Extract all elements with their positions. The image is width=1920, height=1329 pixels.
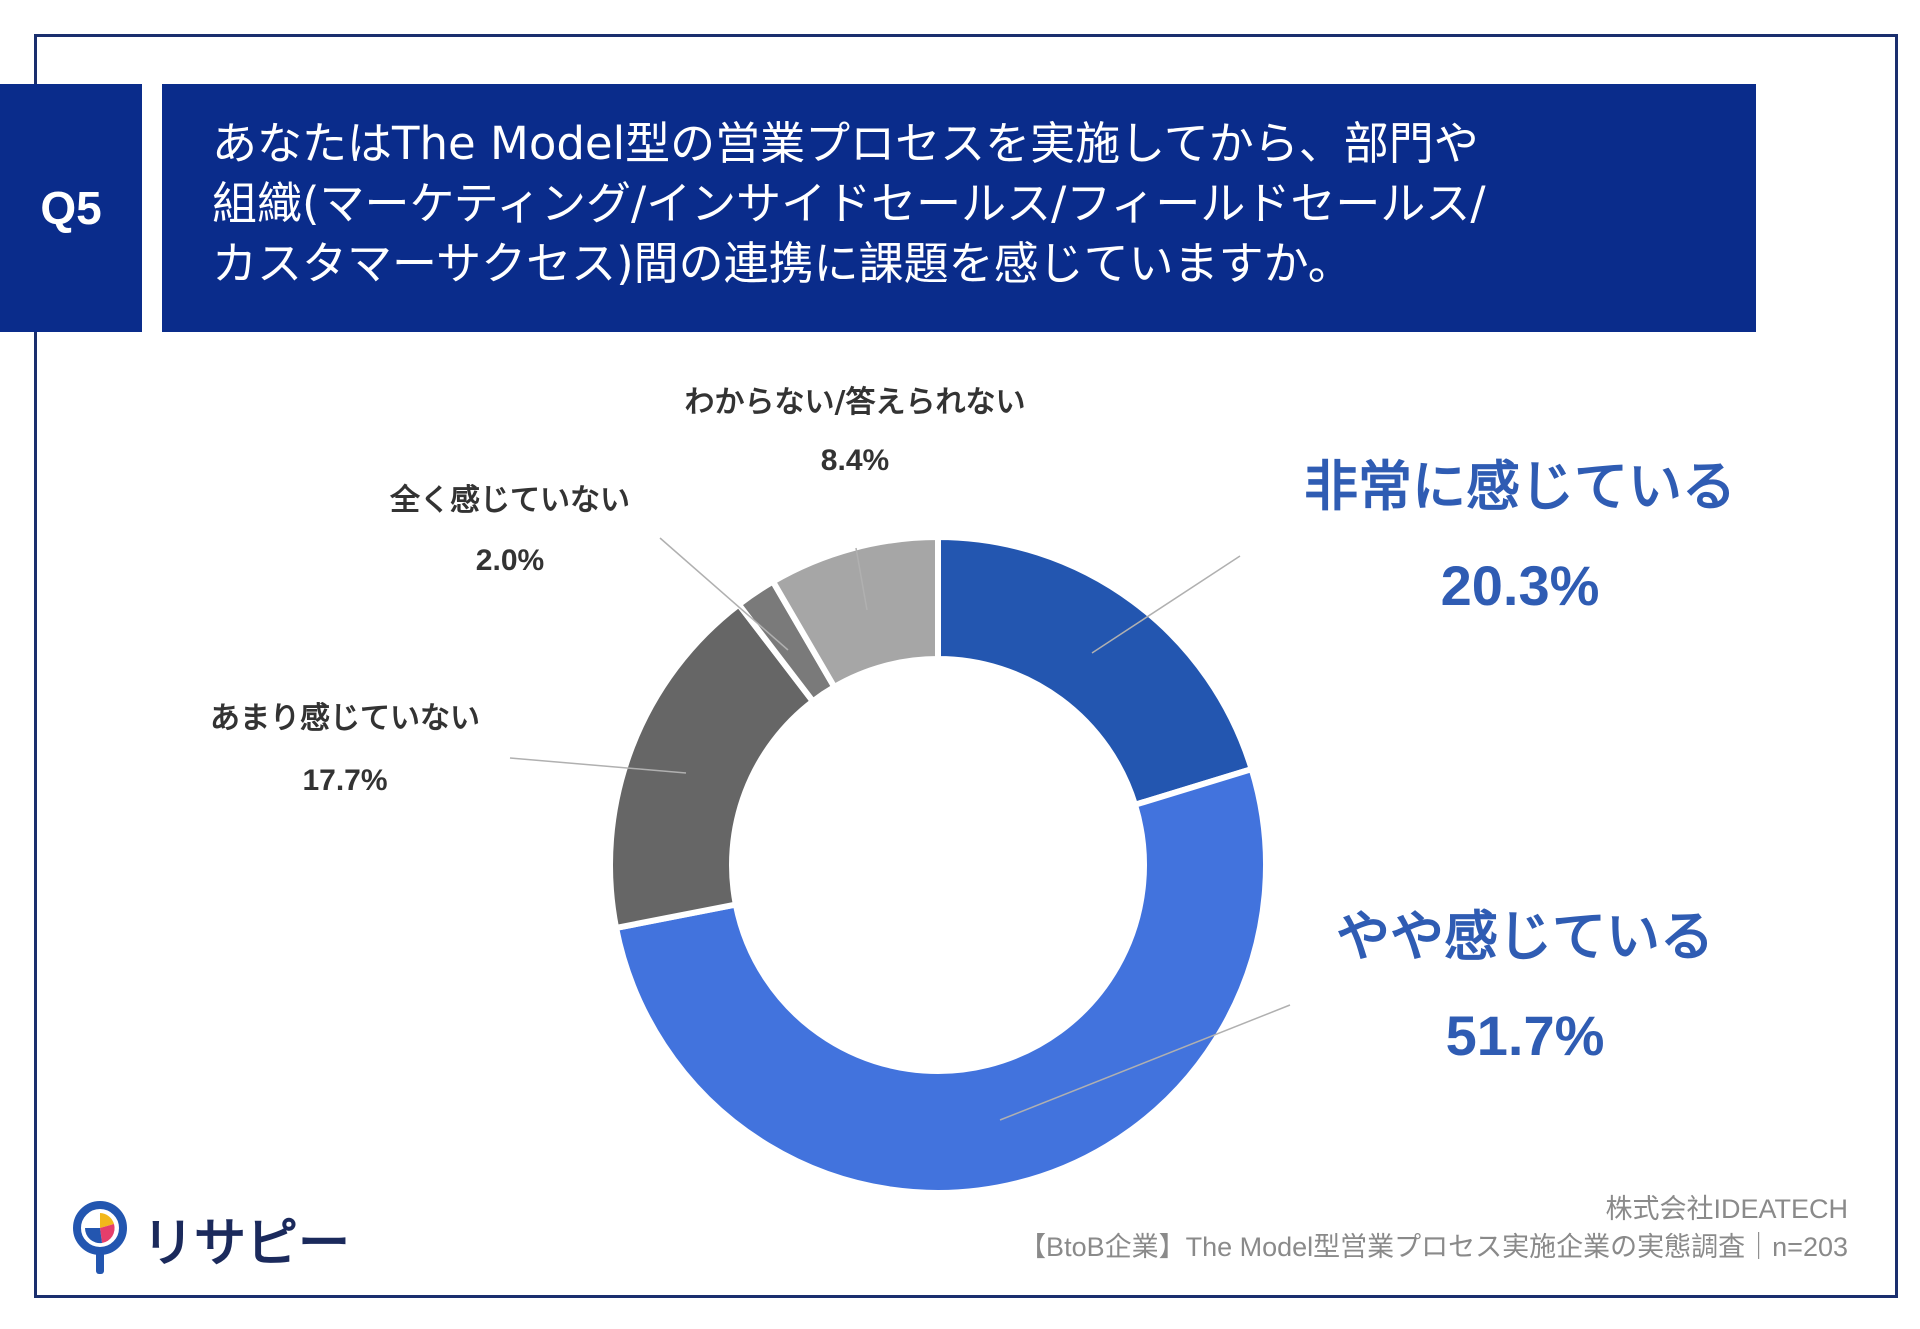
leader-lines: [509, 537, 1291, 1121]
slice-labels: 非常に感じている 20.3% やや感じている 51.7% あまり感じていない 17.7% 全…: [210, 385, 1736, 1067]
question-title: あなたはThe Model型の営業プロセスを実施してから、部門や 組織(マーケテ…: [162, 84, 1756, 332]
footer-company: 株式会社IDEATECH: [1605, 1194, 1848, 1224]
donut-slices: [607, 533, 1269, 1196]
slice-value-1: 20.3%: [1441, 554, 1600, 617]
magnifier-logo-icon: [73, 1201, 127, 1274]
leader-line-5: [855, 547, 868, 611]
question-line-3: カスタマーサクセス)間の連携に課題を感じていますか。: [212, 237, 1353, 290]
donut-slice-3: [607, 600, 818, 932]
slice-value-2: 51.7%: [1446, 1004, 1605, 1067]
leader-line-3: [509, 757, 687, 774]
donut-slice-1: [935, 533, 1256, 809]
leader-line-1: [1091, 555, 1241, 654]
footer: 株式会社IDEATECH 【BtoB企業】The Model型営業プロセス実施企…: [1019, 1190, 1848, 1266]
slice-value-5: 8.4%: [821, 444, 889, 477]
slice-label-3: あまり感じていない: [210, 701, 480, 736]
slice-label-5: わからない/答えられない: [685, 385, 1026, 420]
slice-label-2: やや感じている: [1336, 905, 1714, 968]
slice-value-3: 17.7%: [302, 764, 387, 797]
brand-logo: リサピー: [72, 1200, 350, 1276]
donut-slice-5: [768, 533, 941, 692]
donut-slice-2: [612, 765, 1269, 1196]
brand-name: リサピー: [142, 1213, 351, 1274]
slice-label-1: 非常に感じている: [1304, 455, 1736, 518]
question-number: Q5: [0, 84, 142, 332]
outer-frame: [34, 34, 1898, 1298]
leader-line-4: [659, 537, 789, 651]
question-line-2: 組織(マーケティング/インサイドセールス/フィールドセールス/: [212, 177, 1486, 230]
question-line-1: あなたはThe Model型の営業プロセスを実施してから、部門や: [212, 117, 1479, 170]
slice-label-4: 全く感じていない: [389, 483, 630, 518]
leader-line-2: [999, 1004, 1291, 1121]
footer-survey: 【BtoB企業】The Model型営業プロセス実施企業の実態調査｜n=203: [1019, 1232, 1848, 1262]
slice-value-4: 2.0%: [476, 544, 544, 577]
